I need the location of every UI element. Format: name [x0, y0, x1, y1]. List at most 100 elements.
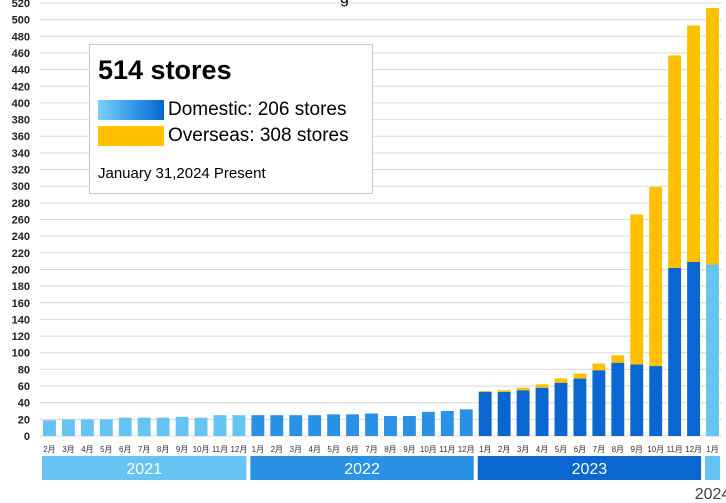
x-tick-label: 1月	[706, 445, 718, 454]
x-tick-label: 3月	[290, 445, 302, 454]
x-tick-label: 7月	[365, 445, 377, 454]
x-tick-label: 9月	[403, 445, 415, 454]
x-tick-label: 5月	[100, 445, 112, 454]
bar-overseas	[573, 373, 587, 379]
bar-domestic	[289, 415, 303, 436]
x-tick-label: 6月	[574, 445, 586, 454]
y-tick-label: 440	[12, 65, 30, 77]
y-tick-label: 280	[12, 198, 30, 210]
x-tick-label: 10月	[420, 445, 437, 454]
bar-domestic	[535, 387, 549, 436]
bar-domestic	[137, 417, 151, 436]
y-tick-label: 260	[12, 215, 30, 227]
y-tick-label: 20	[18, 414, 30, 426]
bar-overseas	[668, 55, 682, 268]
legend-label-overseas: Overseas: 308 stores	[168, 125, 349, 146]
x-tick-label: 8月	[384, 445, 396, 454]
y-tick-label: 520	[12, 0, 30, 10]
x-tick-label: 5月	[327, 445, 339, 454]
bar-domestic	[592, 370, 606, 436]
year-label: 2024	[695, 486, 726, 503]
bar-overseas	[649, 187, 663, 367]
y-tick-label: 100	[12, 348, 30, 360]
year-label: 2023	[572, 461, 608, 478]
bar-domestic	[630, 364, 644, 436]
y-tick-label: 240	[12, 231, 30, 243]
x-tick-label: 6月	[119, 445, 131, 454]
bar-domestic	[232, 415, 246, 436]
bar-domestic	[497, 391, 511, 436]
x-tick-label: 1月	[252, 445, 264, 454]
x-tick-label: 12月	[458, 445, 475, 454]
bar-domestic	[668, 267, 682, 436]
bar-domestic	[175, 416, 189, 436]
y-tick-label: 60	[18, 381, 30, 393]
bar-domestic	[573, 378, 587, 436]
bar-overseas	[554, 378, 568, 383]
x-tick-label: 10月	[647, 445, 664, 454]
y-tick-label: 40	[18, 398, 30, 410]
bar-overseas	[706, 7, 719, 265]
bar-domestic	[308, 415, 322, 436]
bar-domestic	[706, 264, 719, 436]
x-tick-label: 9月	[631, 445, 643, 454]
x-tick-label: 1月	[479, 445, 491, 454]
y-tick-label: 300	[12, 181, 30, 193]
bar-domestic	[384, 416, 397, 436]
bar-overseas	[592, 363, 606, 371]
legend-swatch-domestic	[98, 100, 164, 120]
bar-domestic	[213, 415, 227, 436]
x-tick-label: 8月	[612, 445, 624, 454]
year-band	[477, 456, 702, 480]
bar-overseas	[630, 214, 644, 365]
y-tick-label: 400	[12, 98, 30, 110]
as-of-date: January 31,2024 Present	[98, 165, 266, 182]
y-tick-label: 480	[12, 31, 30, 43]
x-tick-label: 8月	[157, 445, 169, 454]
x-tick-label: 3月	[62, 445, 74, 454]
bar-overseas	[478, 391, 492, 392]
bar-overseas	[687, 25, 701, 262]
x-tick-label: 4月	[536, 445, 548, 454]
x-tick-label: 7月	[138, 445, 150, 454]
x-tick-label: 2月	[271, 445, 283, 454]
bar-domestic	[478, 391, 492, 436]
y-tick-label: 420	[12, 81, 30, 93]
bar-domestic	[440, 411, 454, 436]
bar-overseas	[611, 355, 625, 363]
total-stores-headline: 514 stores	[98, 55, 232, 85]
bar-domestic	[365, 413, 378, 436]
bar-domestic	[118, 417, 132, 436]
y-tick-label: 460	[12, 48, 30, 60]
bar-domestic	[251, 415, 265, 436]
y-tick-label: 340	[12, 148, 30, 160]
y-tick-label: 500	[12, 15, 30, 27]
summary-box: 514 stores Domestic: 206 stores Overseas…	[89, 44, 373, 194]
x-tick-label: 11月	[666, 445, 682, 454]
bar-domestic	[459, 409, 473, 436]
year-label: 2022	[344, 461, 380, 478]
bar-domestic	[554, 382, 568, 436]
y-tick-label: 320	[12, 165, 30, 177]
bar-domestic	[346, 414, 360, 436]
x-tick-label: 10月	[193, 445, 210, 454]
bar-domestic	[611, 362, 625, 436]
chart-title-fragment: g	[340, 0, 349, 8]
year-band	[705, 456, 720, 480]
y-tick-label: 160	[12, 298, 30, 310]
bar-domestic	[649, 366, 663, 436]
bar-domestic	[194, 417, 208, 436]
y-tick-label: 200	[12, 264, 30, 276]
x-tick-label: 4月	[81, 445, 93, 454]
bar-domestic	[156, 417, 170, 436]
x-tick-label: 5月	[555, 445, 567, 454]
x-tick-label: 2月	[498, 445, 510, 454]
legend-item-domestic: Domestic: 206 stores	[98, 99, 346, 121]
bar-domestic	[327, 414, 341, 436]
legend-item-overseas: Overseas: 308 stores	[98, 125, 349, 147]
bar-domestic	[80, 419, 94, 436]
x-tick-label: 4月	[308, 445, 320, 454]
x-tick-label: 6月	[346, 445, 358, 454]
x-tick-label: 11月	[439, 445, 455, 454]
